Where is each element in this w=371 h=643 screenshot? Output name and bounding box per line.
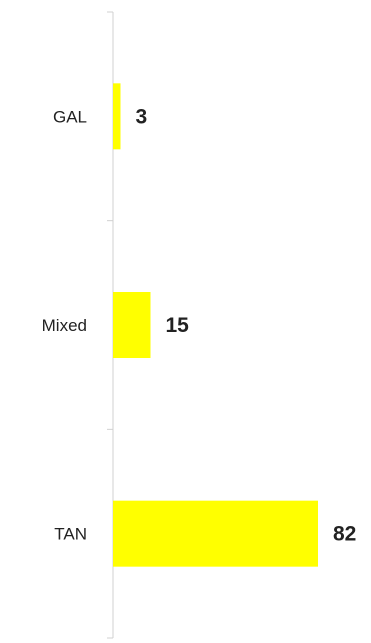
category-label-mixed: Mixed <box>42 316 87 335</box>
bar-mixed <box>113 292 151 358</box>
bars <box>113 83 318 567</box>
category-labels: GAL Mixed TAN <box>42 107 87 543</box>
category-label-tan: TAN <box>54 525 87 544</box>
data-labels: 3 15 82 <box>136 105 357 545</box>
category-axis <box>107 11 114 639</box>
category-label-gal: GAL <box>53 107 87 126</box>
bar-tan <box>113 500 318 567</box>
data-label-mixed: 15 <box>166 314 190 337</box>
data-label-tan: 82 <box>333 523 356 546</box>
bar-gal <box>113 83 121 150</box>
data-label-gal: 3 <box>136 105 148 128</box>
